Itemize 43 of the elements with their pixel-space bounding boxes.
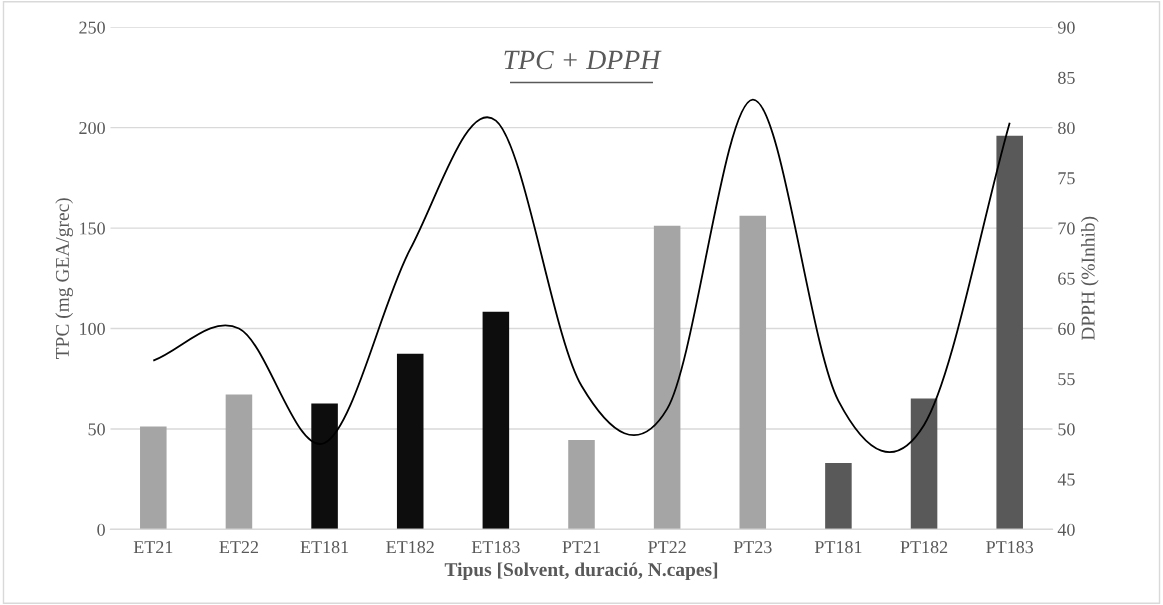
y-tick-label: 150: [80, 222, 105, 235]
y2-tick-label: 50: [1058, 423, 1075, 436]
y-tick-label: 50: [88, 423, 105, 436]
y2-tick-label: 75: [1058, 172, 1075, 185]
x-tick-label: ET21: [133, 541, 173, 554]
y2-tick-label: 85: [1058, 71, 1075, 84]
bar: [653, 225, 681, 530]
y2-tick-label: 70: [1058, 222, 1075, 235]
y-tick-label: 100: [80, 322, 105, 335]
y2-tick-label: 60: [1058, 322, 1075, 335]
bar: [140, 426, 167, 530]
x-tick-label: PT23: [733, 541, 772, 554]
bar: [311, 403, 338, 530]
y2-tick-label: 65: [1058, 272, 1075, 285]
bar: [396, 353, 424, 530]
x-tick-label: ET182: [386, 541, 434, 554]
x-tick-label: ET22: [219, 541, 259, 554]
bar: [482, 311, 510, 530]
y2-tick-label: 80: [1058, 121, 1075, 135]
x-tick-label: PT181: [814, 541, 862, 554]
y2-tick-label: 45: [1057, 473, 1075, 486]
x-tick-label: ET181: [300, 541, 349, 554]
y2-tick-label: 90: [1057, 21, 1075, 34]
y-axis-title: TPC (mg GEA/grec): [55, 198, 73, 359]
x-tick-label: ET183: [471, 541, 520, 554]
y2-tick-label: 55: [1058, 373, 1075, 386]
x-axis-title: Tipus [Solvent, duració, N.capes]: [444, 562, 718, 581]
bar: [996, 135, 1023, 530]
bar: [739, 215, 767, 530]
bar: [910, 398, 938, 530]
text: TPC + DPPH: [504, 50, 662, 70]
y-tick-label: 200: [79, 121, 105, 135]
x-tick-label: PT21: [562, 541, 600, 554]
bar: [825, 462, 852, 530]
x-tick-label: PT182: [900, 541, 948, 554]
y-tick-label: 0: [97, 523, 105, 536]
y-tick-label: 250: [79, 21, 105, 34]
bar: [568, 439, 595, 530]
x-tick-label: PT22: [648, 541, 686, 554]
y2-tick-label: 40: [1057, 523, 1075, 536]
y2-axis-title: DPPH (%Inhib): [1080, 216, 1099, 341]
bar: [225, 394, 253, 530]
x-tick-label: PT183: [986, 541, 1034, 554]
